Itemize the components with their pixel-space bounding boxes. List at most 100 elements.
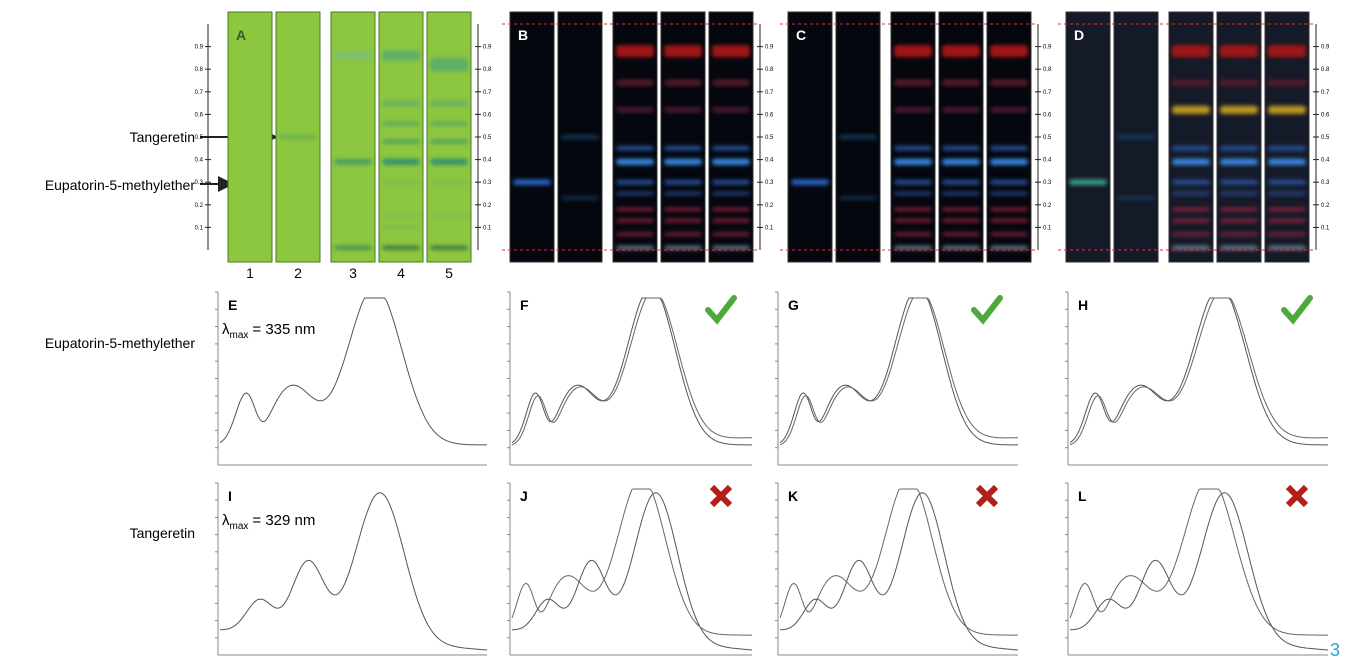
band xyxy=(942,246,980,250)
rf-tick-label: 0.1 xyxy=(195,225,204,231)
rf-tick-label: 0.7 xyxy=(1321,90,1330,96)
band xyxy=(712,180,750,185)
band xyxy=(616,192,654,195)
band xyxy=(1268,79,1306,86)
tlc-lane xyxy=(509,11,555,263)
band xyxy=(894,207,932,211)
rf-tick-label: 0.1 xyxy=(1321,225,1330,231)
band xyxy=(616,232,654,236)
lane-number: 1 xyxy=(246,265,254,281)
panel-letter: B xyxy=(518,27,528,43)
band xyxy=(664,146,702,151)
band xyxy=(1220,207,1258,211)
band xyxy=(382,158,420,165)
band xyxy=(712,232,750,236)
compound-label: Tangeretin xyxy=(130,129,195,145)
band xyxy=(990,207,1028,211)
row-label: Tangeretin xyxy=(130,525,195,541)
band xyxy=(990,192,1028,195)
band xyxy=(664,79,702,86)
band xyxy=(664,107,702,113)
band xyxy=(616,219,654,223)
rf-tick-label: 0.9 xyxy=(1321,45,1330,51)
lambda-value: = 335 nm xyxy=(252,321,315,338)
rf-tick-label: 0.5 xyxy=(1043,135,1052,141)
band xyxy=(1268,180,1306,185)
band xyxy=(616,107,654,113)
band xyxy=(942,158,980,165)
rf-tick-label: 0.6 xyxy=(1043,112,1052,118)
rf-tick-label: 0.5 xyxy=(765,135,774,141)
rf-tick-label: 0.5 xyxy=(195,135,204,141)
band xyxy=(1172,158,1210,165)
band xyxy=(1268,232,1306,236)
rf-tick-label: 0.1 xyxy=(1043,225,1052,231)
band xyxy=(430,158,468,165)
band xyxy=(942,45,980,58)
band xyxy=(1172,45,1210,58)
band xyxy=(616,246,654,250)
band xyxy=(990,107,1028,113)
rf-tick-label: 0.6 xyxy=(765,112,774,118)
band xyxy=(1268,207,1306,211)
band xyxy=(1172,207,1210,211)
band xyxy=(382,100,420,107)
band xyxy=(1220,192,1258,195)
band xyxy=(1172,246,1210,250)
row-label: Eupatorin-5-methylether xyxy=(45,335,196,351)
band xyxy=(1220,105,1258,114)
lane-number: 3 xyxy=(349,265,357,281)
band xyxy=(990,232,1028,236)
band xyxy=(382,246,420,250)
band xyxy=(430,139,468,144)
rf-tick-label: 0.6 xyxy=(483,112,492,118)
rf-tick-label: 0.3 xyxy=(483,180,492,186)
band xyxy=(1172,219,1210,223)
band xyxy=(430,100,468,107)
rf-tick-label: 0.2 xyxy=(1043,203,1052,209)
panel-letter: A xyxy=(236,27,246,43)
band xyxy=(990,158,1028,165)
lane-number: 2 xyxy=(294,265,302,281)
spectrum-curve xyxy=(779,488,1018,636)
band xyxy=(712,158,750,165)
band xyxy=(990,45,1028,58)
cross-icon xyxy=(975,484,999,508)
band xyxy=(894,45,932,58)
rf-tick-label: 0.8 xyxy=(483,67,492,73)
lane-number: 5 xyxy=(445,265,453,281)
panel-letter: D xyxy=(1074,27,1084,43)
band xyxy=(1172,232,1210,236)
rf-tick-label: 0.1 xyxy=(483,225,492,231)
band xyxy=(561,135,599,139)
spectrum-curve xyxy=(780,492,1019,651)
band xyxy=(942,219,980,223)
band xyxy=(712,219,750,223)
band xyxy=(1220,146,1258,151)
band xyxy=(616,158,654,165)
band xyxy=(791,179,829,185)
band xyxy=(942,207,980,211)
band xyxy=(382,139,420,144)
cross-icon xyxy=(709,484,733,508)
lambda-symbol: λ xyxy=(222,512,230,529)
band xyxy=(894,180,932,185)
spectrum-curve xyxy=(220,492,488,651)
rf-tick-label: 0.3 xyxy=(1043,180,1052,186)
rf-tick-label: 0.5 xyxy=(483,135,492,141)
band xyxy=(712,246,750,250)
compound-label: Eupatorin-5-methylether xyxy=(45,177,196,193)
band xyxy=(1117,135,1155,139)
band xyxy=(1220,158,1258,165)
lane-number: 4 xyxy=(397,265,405,281)
rf-tick-label: 0.6 xyxy=(1321,112,1330,118)
band xyxy=(942,232,980,236)
band xyxy=(1220,79,1258,86)
band xyxy=(616,180,654,185)
spectrum-curve xyxy=(511,488,752,636)
spectrum-curve xyxy=(219,297,487,446)
check-icon xyxy=(705,295,737,325)
rf-tick-label: 0.8 xyxy=(1043,67,1052,73)
band xyxy=(990,146,1028,151)
